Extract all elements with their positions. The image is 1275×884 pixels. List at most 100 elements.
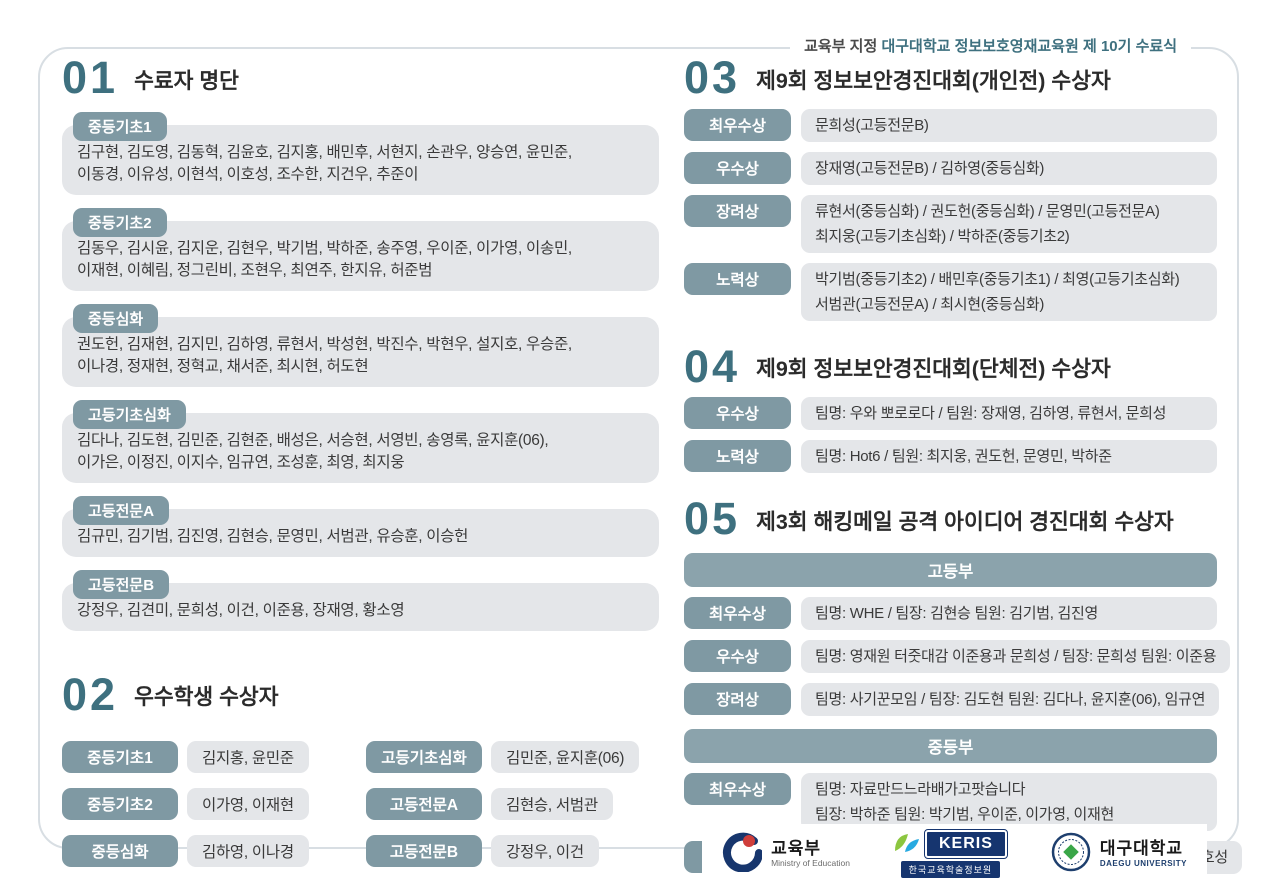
group-senior-pro-b: 고등전문B 강정우, 김견미, 문희성, 이건, 이준용, 장재영, 황소영 [62,569,659,631]
moe-title: 교육부 [771,838,821,858]
group-badge: 중등심화 [62,835,178,867]
names-line: 김구현, 김도영, 김동혁, 김윤호, 김지홍, 배민후, 서현지, 손관우, … [77,143,572,161]
section-01-heading: 01 수료자 명단 [62,52,659,103]
award-body: 장재영(고등전문B) / 김하영(중등심화) [801,151,1217,185]
award-badge: 장려상 [684,194,791,227]
award-line: 팀명: 우와 뽀로로다 / 팀원: 장재영, 김하영, 류현서, 문희성 [815,405,1167,422]
award-badge: 장려상 [684,682,791,715]
group-badge: 고등기초심화 [73,399,186,429]
award-pair: 고등전문A 김현승, 서범관 [366,788,658,820]
award-line: 팀명: 자료만드느라배가고팟습니다 [815,780,1026,798]
division-bar-junior: 중등부 [684,728,1217,763]
award-pair: 중등기초2 이가영, 이재현 [62,788,354,820]
award-row: 장려상 류현서(중등심화) / 권도헌(중등심화) / 문영민(고등전문A) 최… [684,194,1217,253]
award-pair: 고등기초심화 김민준, 윤지훈(06) [366,741,658,773]
winner-names: 강정우, 이건 [491,835,599,867]
section-04-number: 04 [684,340,741,392]
award-body: 팀명: WHE / 팀장: 김현승 팀원: 김기범, 김진영 [801,596,1217,630]
award-badge: 우수상 [684,151,791,184]
best-students-grid: 중등기초1 김지홍, 윤민준 고등기초심화 김민준, 윤지훈(06) 중등기초2… [62,741,659,867]
award-line: 팀명: 사기꾼모임 / 팀장: 김도현 팀원: 김다나, 윤지훈(06), 임규… [815,690,1206,708]
right-column: 03 제9회 정보보안경진대회(개인전) 수상자 최우수상 문희성(고등전문B)… [684,52,1242,884]
award-row: 우수상 장재영(고등전문B) / 김하영(중등심화) [684,151,1217,185]
award-body: 팀명: 우와 뽀로로다 / 팀원: 장재영, 김하영, 류현서, 문희성 [801,397,1217,430]
group-names: 김동우, 김시윤, 김지운, 김현우, 박기범, 박하준, 송주영, 우이준, … [77,238,644,282]
doc-header-title: 대구대학교 정보보호영재교육원 제 10기 수료식 [881,38,1177,55]
group-badge: 중등심화 [73,303,159,333]
award-line: 팀장: 박하준 팀원: 박기범, 우이준, 이가영, 이재현 [815,805,1115,823]
moe-subtitle: Ministry of Education [771,858,850,869]
award-row: 최우수상 팀명: 자료만드느라배가고팟습니다 팀장: 박하준 팀원: 박기범, … [684,772,1217,831]
award-pair: 중등기초1 김지홍, 윤민준 [62,741,354,773]
award-line: 문희성(고등전문B) [815,116,929,134]
logo-keris: KERIS 한국교육학술정보원 [894,829,1008,878]
award-badge: 최우수상 [684,772,791,805]
award-badge: 노력상 [684,262,791,295]
section-01-title: 수료자 명단 [134,68,239,93]
group-names: 권도헌, 김재현, 김지민, 김하영, 류현서, 박성현, 박진수, 박현우, … [77,334,644,378]
award-pair: 중등심화 김하영, 이나경 [62,835,354,867]
winner-names: 김현승, 서범관 [491,788,613,820]
section-05-number: 05 [684,493,741,544]
section-04-title: 제9회 정보보안경진대회(단체전) 수상자 [756,357,1111,381]
award-line: 팀명: 영재원 터줏대감 이준용과 문희성 / 팀장: 문희성 팀원: 이준용 [815,647,1217,665]
daegu-seal-icon [1051,832,1091,877]
award-line: 최지웅(고등기초심화) / 박하준(중등기초2) [815,227,1070,245]
award-row: 장려상 팀명: 사기꾼모임 / 팀장: 김도현 팀원: 김다나, 윤지훈(06)… [684,682,1220,716]
award-row: 우수상 팀명: 영재원 터줏대감 이준용과 문희성 / 팀장: 문희성 팀원: … [684,639,1231,673]
group-badge: 중등기초1 [73,111,167,141]
award-body: 팀명: 자료만드느라배가고팟습니다 팀장: 박하준 팀원: 박기범, 우이준, … [801,772,1217,831]
keris-title: KERIS [923,829,1008,859]
doc-header-prefix: 교육부 지정 [804,38,878,55]
section-01-number: 01 [62,52,119,103]
award-badge: 우수상 [684,639,791,672]
group-junior-basic1: 중등기초1 김구현, 김도영, 김동혁, 김윤호, 김지홍, 배민후, 서현지,… [62,111,659,195]
award-badge: 최우수상 [684,596,791,629]
award-body: 박기범(중등기초2) / 배민후(중등기초1) / 최영(고등기초심화) 서범관… [801,262,1217,321]
names-line: 김규민, 김기범, 김진영, 김현승, 문영민, 서범관, 유승훈, 이승헌 [77,527,469,545]
moe-emblem-icon [722,832,764,877]
group-junior-advanced: 중등심화 권도헌, 김재현, 김지민, 김하영, 류현서, 박성현, 박진수, … [62,303,659,387]
names-line: 김동우, 김시윤, 김지운, 김현우, 박기범, 박하준, 송주영, 우이준, … [77,239,572,257]
award-row: 최우수상 문희성(고등전문B) [684,108,1217,142]
section-05-heading: 05 제3회 해킹메일 공격 아이디어 경진대회 수상자 [684,493,1217,544]
names-line: 이동경, 이유성, 이현석, 이호성, 조수한, 지건우, 추준이 [77,165,419,183]
outer-frame [38,47,1239,849]
names-line: 강정우, 김견미, 문희성, 이건, 이준용, 장재영, 황소영 [77,601,405,619]
logo-moe: 교육부 Ministry of Education [722,832,850,877]
award-row: 최우수상 팀명: WHE / 팀장: 김현승 팀원: 김기범, 김진영 [684,596,1217,630]
award-line: 박기범(중등기초2) / 배민후(중등기초1) / 최영(고등기초심화) [815,270,1180,288]
daegu-subtitle: DAEGU UNIVERSITY [1099,858,1187,868]
names-line: 권도헌, 김재현, 김지민, 김하영, 류현서, 박성현, 박진수, 박현우, … [77,335,572,353]
award-badge: 우수상 [684,397,791,429]
award-line: 류현서(중등심화) / 권도헌(중등심화) / 문영민(고등전문A) [815,202,1160,220]
group-senior-basic-advanced: 고등기초심화 김다나, 김도현, 김민준, 김현준, 배성은, 서승현, 서영빈… [62,399,659,483]
award-badge: 최우수상 [684,108,791,141]
names-line: 이나경, 정재현, 정혁교, 채서준, 최시현, 허도현 [77,357,369,375]
award-pair: 고등전문B 강정우, 이건 [366,835,658,867]
section-05-title: 제3회 해킹메일 공격 아이디어 경진대회 수상자 [756,509,1174,534]
group-badge: 고등전문A [366,788,482,820]
award-line: 장재영(고등전문B) / 김하영(중등심화) [815,159,1045,177]
winner-names: 이가영, 이재현 [187,788,309,820]
winner-names: 김지홍, 윤민준 [187,741,309,773]
group-names: 김다나, 김도현, 김민준, 김현준, 배성은, 서승현, 서영빈, 송영록, … [77,430,644,474]
division-bar-senior: 고등부 [684,552,1217,587]
names-line: 이가은, 이정진, 이지수, 임규연, 조성훈, 최영, 최지웅 [77,453,405,471]
section-02-heading: 02 우수학생 수상자 [62,668,659,720]
group-badge: 고등전문A [73,495,170,525]
group-names: 김구현, 김도영, 김동혁, 김윤호, 김지홍, 배민후, 서현지, 손관우, … [77,142,644,186]
award-line: 팀명: WHE / 팀장: 김현승 팀원: 김기범, 김진영 [815,604,1099,622]
section-02-number: 02 [62,668,119,720]
doc-header: 교육부 지정 대구대학교 정보보호영재교육원 제 10기 수료식 [790,35,1191,56]
group-badge: 중등기초2 [62,788,178,820]
section-02-title: 우수학생 수상자 [134,685,279,709]
award-badge: 노력상 [684,440,791,472]
section-04-heading: 04 제9회 정보보안경진대회(단체전) 수상자 [684,340,1217,392]
award-body: 문희성(고등전문B) [801,108,1217,142]
award-body: 팀명: Hot6 / 팀원: 최지웅, 권도헌, 문영민, 박하준 [801,440,1217,473]
award-row: 우수상 팀명: 우와 뽀로로다 / 팀원: 장재영, 김하영, 류현서, 문희성 [684,397,1217,430]
group-badge: 중등기초2 [73,207,167,237]
section-03-number: 03 [684,52,741,103]
